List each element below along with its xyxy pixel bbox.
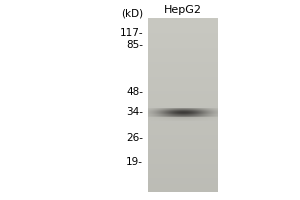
Text: 26-: 26- xyxy=(126,133,143,143)
Text: 117-: 117- xyxy=(119,28,143,38)
Text: 19-: 19- xyxy=(126,157,143,167)
Text: 85-: 85- xyxy=(126,40,143,50)
Text: HepG2: HepG2 xyxy=(164,5,202,15)
Text: (kD): (kD) xyxy=(121,9,143,19)
Text: 34-: 34- xyxy=(126,107,143,117)
Text: 48-: 48- xyxy=(126,87,143,97)
